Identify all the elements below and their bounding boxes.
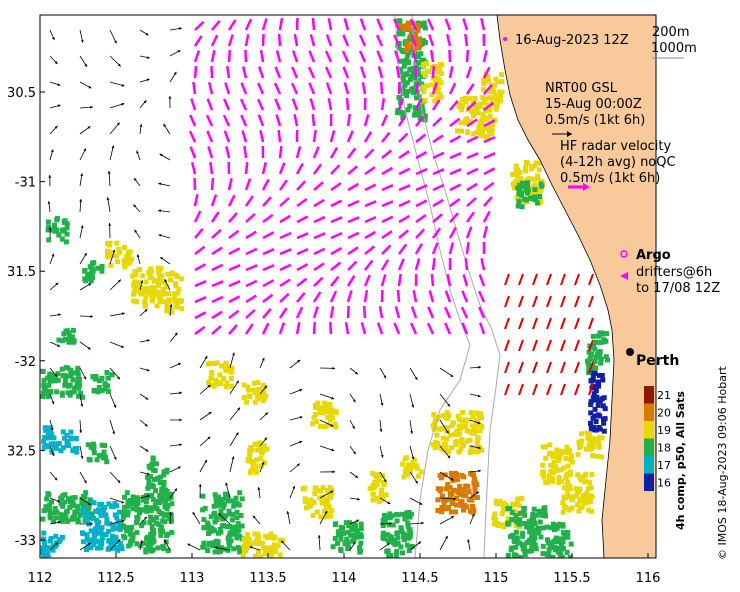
colorbar-swatch <box>644 386 654 404</box>
date-label: 16-Aug-2023 12Z <box>515 33 629 48</box>
model-time: 15-Aug 00:00Z <box>545 97 642 112</box>
y-tick-label: 30.5 <box>7 86 36 101</box>
drifter-tracks <box>504 273 594 396</box>
y-tick-label: -31 <box>15 176 36 191</box>
contour-1000m <box>394 15 471 558</box>
x-tick-label: 113.5 <box>249 571 286 586</box>
colorbar-title: 4h comp, p50, All Sats <box>674 391 687 530</box>
model-title: NRT00 GSL <box>545 81 618 96</box>
colorbar-swatch <box>644 421 654 439</box>
x-tick-label: 114.5 <box>401 571 438 586</box>
argo-label: Argo <box>636 248 671 263</box>
radar-line1: HF radar velocity <box>560 139 672 154</box>
x-tick-label: 114 <box>332 571 357 586</box>
depth-1000m-label: 1000m <box>651 41 697 56</box>
drifter-line1: drifters@6h <box>636 265 712 280</box>
plot-frame <box>39 14 657 559</box>
colorbar-swatch <box>644 438 654 456</box>
land-mass <box>496 15 656 558</box>
radar-scale-arrowhead <box>583 183 590 191</box>
drifter-legend-marker <box>620 272 628 280</box>
y-tick-label: 32.5 <box>7 444 36 459</box>
sst-patches <box>40 18 610 558</box>
perth-marker <box>626 348 634 356</box>
argo-marker <box>620 250 628 258</box>
sst-colorbar: 21 20 19 18 17 16 <box>644 386 671 491</box>
y-tick-label: -32 <box>15 355 36 370</box>
radar-scale: 0.5m/s (1kt 6h) <box>560 171 660 186</box>
colorbar-tick-label: 16 <box>657 477 671 490</box>
model-scale: 0.5m/s (1kt 6h) <box>545 113 645 128</box>
model-current-arrows <box>47 27 482 551</box>
y-tick-label: 31.5 <box>7 265 36 280</box>
colorbar-tick-label: 19 <box>657 424 671 437</box>
credit-label: © IMOS 18-Aug-2023 09:06 Hobart <box>716 366 729 560</box>
x-tick-label: 112 <box>28 571 53 586</box>
radar-line2: (4-12h avg) noQC <box>560 155 676 170</box>
colorbar-swatch <box>644 456 654 474</box>
contour-200m <box>411 15 501 558</box>
x-tick-label: 115 <box>484 571 509 586</box>
radar-current-arrows <box>188 17 496 336</box>
x-axis: 112 112.5 113 113.5 114 114.5 115 115.5 116 <box>28 553 661 586</box>
x-tick-label: 115.5 <box>553 571 590 586</box>
model-scale-arrowhead <box>567 131 572 137</box>
colorbar-swatch <box>644 473 654 491</box>
colorbar-tick-label: 20 <box>657 407 671 420</box>
date-marker <box>503 37 507 41</box>
drifter-line2: to 17/08 12Z <box>636 281 720 296</box>
y-tick-label: -33 <box>15 534 36 549</box>
depth-200m-label: 200m <box>652 25 689 40</box>
y-axis: 30.5 -31 31.5 -32 32.5 -33 <box>7 86 45 549</box>
x-tick-label: 113 <box>180 571 205 586</box>
colorbar-tick-label: 18 <box>657 442 671 455</box>
city-label: Perth <box>636 353 679 369</box>
colorbar-tick-label: 17 <box>657 459 671 472</box>
colorbar-swatch <box>644 403 654 421</box>
x-tick-label: 112.5 <box>97 571 134 586</box>
x-tick-label: 116 <box>636 571 661 586</box>
colorbar-tick-label: 21 <box>657 389 671 402</box>
